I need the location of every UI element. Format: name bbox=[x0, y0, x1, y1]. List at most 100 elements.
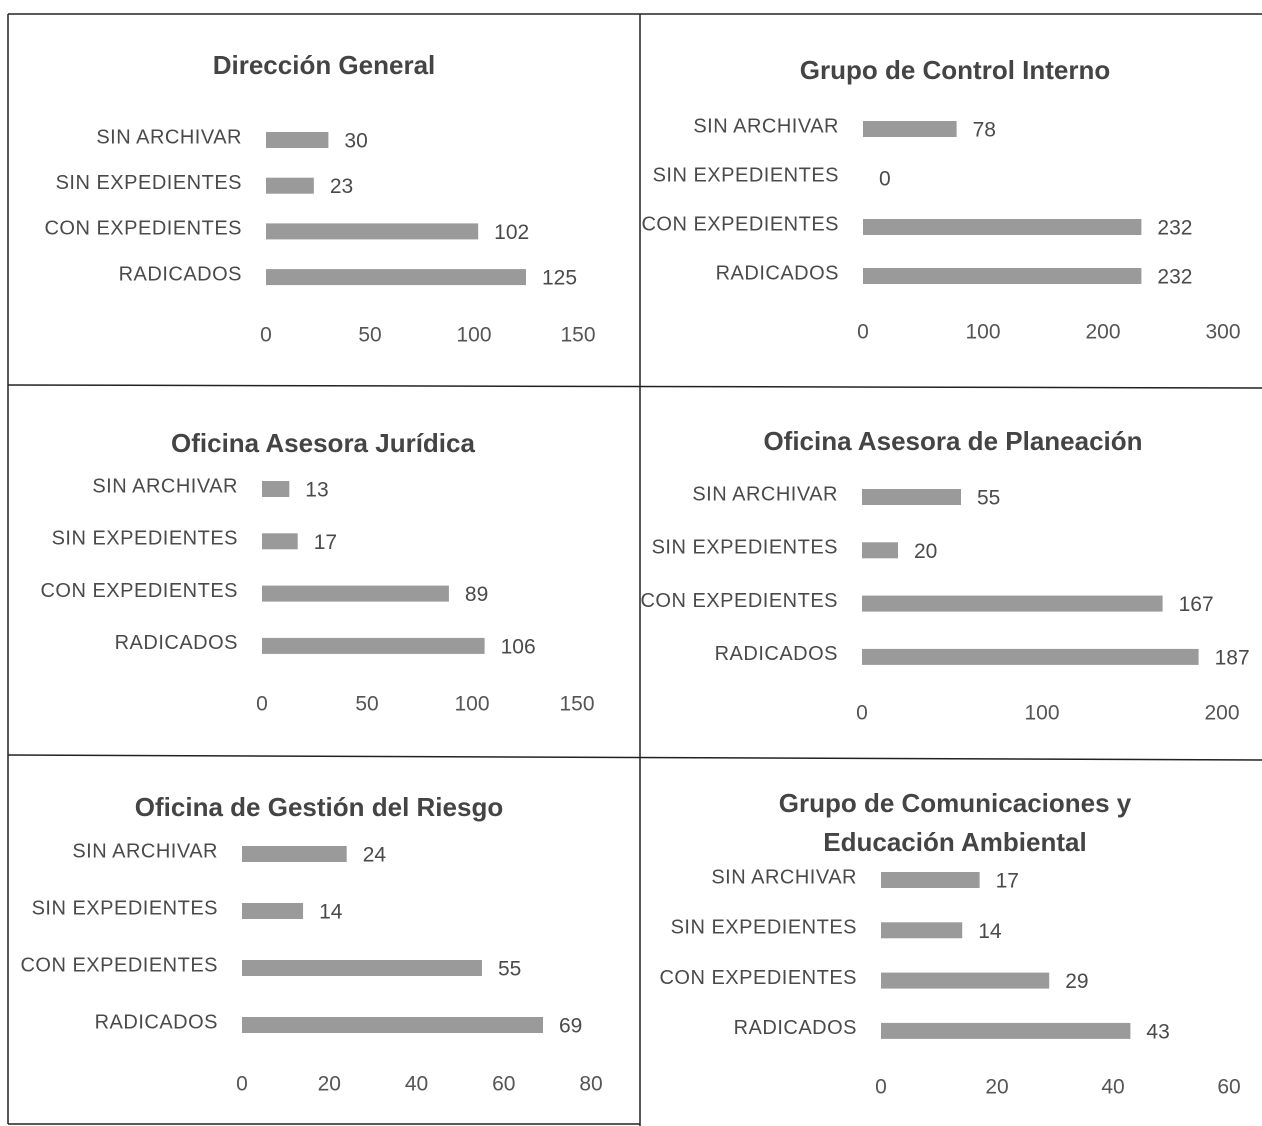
bar bbox=[242, 960, 482, 976]
bar bbox=[266, 177, 314, 194]
bar bbox=[242, 1017, 544, 1033]
x-tick-label: 100 bbox=[1024, 702, 1059, 725]
x-tick-label: 80 bbox=[579, 1073, 602, 1096]
bar bbox=[881, 922, 963, 939]
x-tick-label: 0 bbox=[856, 702, 868, 725]
category-label: SIN ARCHIVAR bbox=[711, 866, 857, 888]
x-tick-label: 0 bbox=[857, 321, 869, 344]
bar bbox=[262, 533, 298, 550]
category-label: SIN EXPEDIENTES bbox=[652, 537, 838, 559]
category-label: CON EXPEDIENTES bbox=[640, 590, 838, 612]
bar bbox=[862, 542, 898, 559]
frame-line bbox=[7, 384, 1262, 389]
x-tick-label: 200 bbox=[1085, 321, 1120, 344]
bar bbox=[862, 648, 1199, 665]
category-label: RADICADOS bbox=[115, 632, 238, 654]
chart-title: Oficina Asesora de Planeación bbox=[763, 426, 1143, 456]
chart-title: Grupo de Comunicaciones y Educación Ambi… bbox=[778, 788, 1132, 857]
value-label: 187 bbox=[1215, 646, 1250, 669]
category-label: RADICADOS bbox=[716, 262, 839, 284]
x-tick-label: 0 bbox=[260, 324, 272, 347]
value-label: 125 bbox=[542, 267, 577, 290]
category-label: RADICADOS bbox=[734, 1017, 857, 1039]
x-tick-label: 0 bbox=[236, 1073, 248, 1096]
category-label: RADICADOS bbox=[119, 263, 242, 285]
x-tick-label: 20 bbox=[318, 1073, 341, 1096]
bar bbox=[266, 223, 479, 240]
category-label: SIN EXPEDIENTES bbox=[671, 917, 857, 939]
category-label: SIN EXPEDIENTES bbox=[32, 897, 218, 919]
bar bbox=[862, 595, 1163, 612]
bar bbox=[242, 903, 304, 919]
bar bbox=[266, 132, 329, 148]
value-label: 14 bbox=[319, 901, 343, 924]
value-label: 78 bbox=[973, 119, 996, 142]
x-tick-label: 50 bbox=[358, 324, 381, 347]
chart-title: Dirección General bbox=[212, 50, 436, 80]
chart-title: Grupo de Control Interno bbox=[799, 55, 1111, 85]
value-label: 55 bbox=[977, 487, 1000, 510]
value-label: 0 bbox=[879, 168, 891, 191]
category-label: CON EXPEDIENTES bbox=[20, 954, 218, 976]
value-label: 43 bbox=[1146, 1020, 1169, 1043]
x-tick-label: 100 bbox=[454, 693, 489, 716]
value-label: 232 bbox=[1157, 217, 1192, 240]
value-label: 30 bbox=[344, 130, 367, 153]
chart-title: Oficina Asesora Jurídica bbox=[171, 428, 475, 458]
value-label: 69 bbox=[559, 1015, 582, 1038]
value-label: 13 bbox=[305, 479, 328, 502]
bar bbox=[262, 585, 449, 602]
value-label: 24 bbox=[363, 844, 387, 867]
value-label: 29 bbox=[1065, 970, 1088, 993]
x-tick-label: 40 bbox=[405, 1073, 428, 1096]
bar bbox=[862, 489, 961, 505]
x-tick-label: 60 bbox=[1217, 1076, 1240, 1099]
bar bbox=[262, 481, 290, 497]
category-label: SIN ARCHIVAR bbox=[693, 115, 839, 137]
chart-title: Oficina de Gestión del Riesgo bbox=[134, 792, 504, 822]
x-tick-label: 200 bbox=[1204, 702, 1239, 725]
category-label: CON EXPEDIENTES bbox=[44, 218, 242, 240]
x-tick-label: 50 bbox=[355, 693, 378, 716]
bar bbox=[863, 121, 957, 137]
category-label: SIN EXPEDIENTES bbox=[56, 172, 242, 194]
value-label: 55 bbox=[498, 958, 521, 981]
bar bbox=[881, 872, 980, 888]
x-tick-label: 40 bbox=[1101, 1076, 1124, 1099]
x-tick-label: 0 bbox=[256, 693, 268, 716]
category-label: RADICADOS bbox=[715, 643, 838, 665]
category-label: SIN ARCHIVAR bbox=[92, 475, 238, 497]
x-tick-label: 150 bbox=[559, 693, 594, 716]
value-label: 89 bbox=[465, 583, 488, 606]
x-tick-label: 60 bbox=[492, 1073, 515, 1096]
value-label: 106 bbox=[501, 635, 536, 658]
category-label: RADICADOS bbox=[95, 1011, 218, 1033]
value-label: 20 bbox=[914, 540, 937, 563]
value-label: 14 bbox=[978, 920, 1002, 943]
bar bbox=[881, 972, 1050, 989]
value-label: 17 bbox=[314, 531, 337, 554]
value-label: 102 bbox=[494, 221, 529, 244]
x-tick-label: 100 bbox=[965, 321, 1000, 344]
category-label: SIN ARCHIVAR bbox=[72, 840, 218, 862]
x-tick-label: 100 bbox=[456, 324, 491, 347]
x-tick-label: 0 bbox=[875, 1076, 887, 1099]
frame-line bbox=[7, 754, 1262, 761]
bar bbox=[266, 269, 526, 286]
bar bbox=[262, 637, 485, 654]
value-label: 17 bbox=[996, 870, 1019, 893]
bar bbox=[881, 1022, 1131, 1039]
x-tick-label: 150 bbox=[560, 324, 595, 347]
category-label: SIN EXPEDIENTES bbox=[52, 528, 238, 550]
bar bbox=[863, 268, 1142, 284]
category-label: SIN ARCHIVAR bbox=[692, 483, 838, 505]
x-tick-label: 300 bbox=[1205, 321, 1240, 344]
value-label: 23 bbox=[330, 175, 353, 198]
category-label: CON EXPEDIENTES bbox=[641, 213, 839, 235]
value-label: 232 bbox=[1157, 266, 1192, 289]
category-label: CON EXPEDIENTES bbox=[659, 967, 857, 989]
category-label: CON EXPEDIENTES bbox=[40, 580, 238, 602]
category-label: SIN ARCHIVAR bbox=[96, 126, 242, 148]
